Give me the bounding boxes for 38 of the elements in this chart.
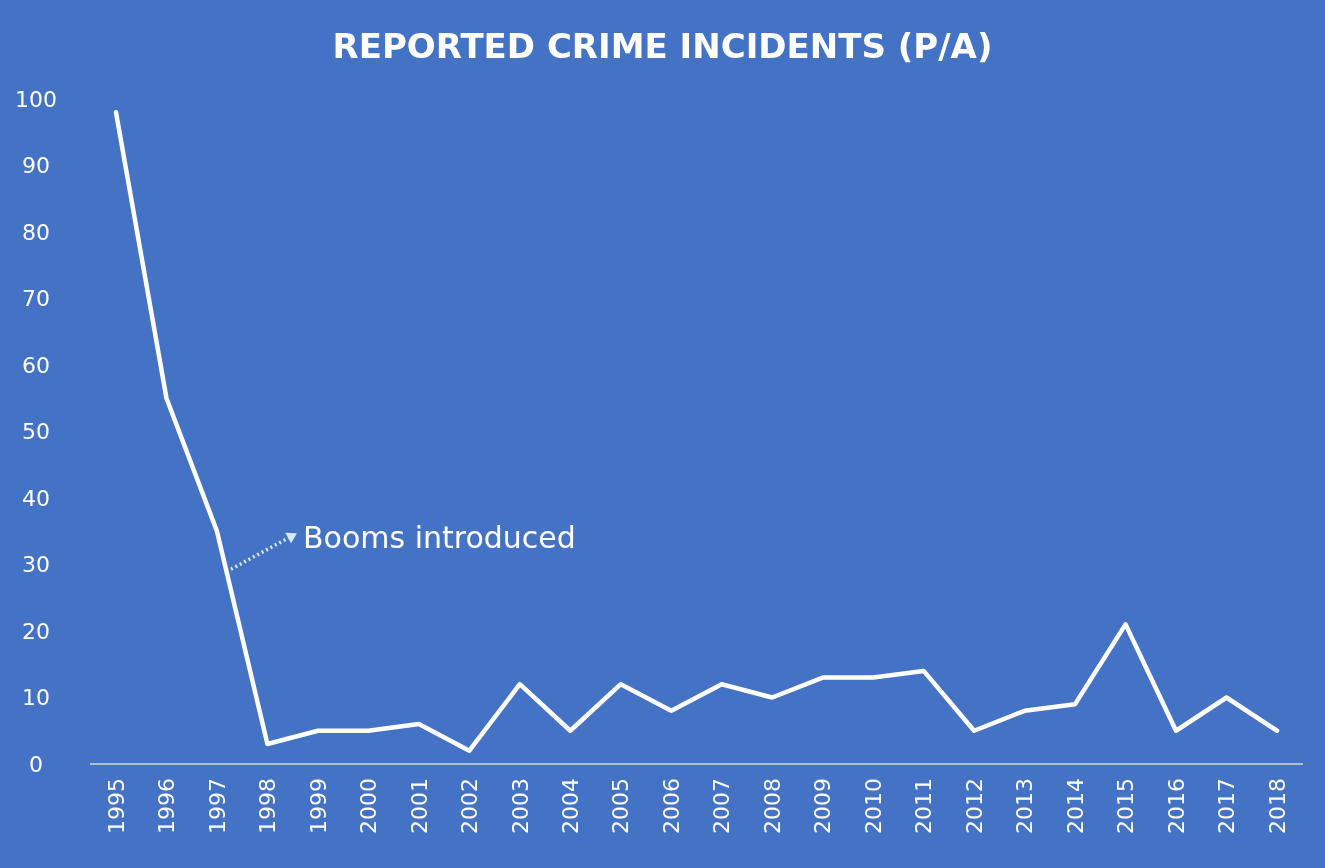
x-tick-label: 1999 [305, 778, 331, 834]
x-tick-label: 2010 [860, 778, 886, 834]
y-tick-label: 50 [22, 419, 50, 445]
x-tick-label: 2001 [406, 778, 432, 834]
x-tick-label: 2005 [608, 778, 634, 834]
x-tick-label: 2013 [1012, 778, 1038, 834]
x-tick-label: 1995 [103, 778, 129, 834]
x-tick-label: 1998 [255, 778, 281, 834]
x-tick-label: 2016 [1163, 778, 1189, 834]
y-tick-label: 90 [22, 153, 50, 179]
x-tick-label: 2004 [558, 778, 583, 834]
chart-title: REPORTED CRIME INCIDENTS (P/A) [332, 26, 993, 66]
x-tick-label: 2009 [810, 778, 836, 834]
y-tick-label: 70 [22, 286, 50, 312]
x-tick-label: 2008 [759, 778, 785, 834]
x-tick-label: 2011 [911, 778, 937, 834]
x-tick-label: 2007 [709, 778, 735, 834]
x-tick-label: 2014 [1062, 778, 1088, 834]
y-tick-label: 20 [22, 618, 50, 644]
x-tick-label: 2003 [507, 778, 533, 834]
x-tick-label: 2012 [961, 778, 987, 834]
y-tick-label: 30 [22, 552, 50, 578]
x-tick-label: 2017 [1214, 778, 1240, 834]
y-tick-label: 40 [22, 485, 50, 511]
x-tick-label: 2000 [356, 778, 382, 834]
x-tick-label: 2006 [658, 778, 684, 834]
annotation: Booms introduced [302, 519, 576, 555]
y-tick-label: 10 [22, 685, 50, 711]
y-tick-label: 0 [29, 751, 43, 777]
y-tick-label: 80 [22, 219, 50, 245]
x-tick-label: 2018 [1264, 778, 1290, 834]
x-tick-label: 1997 [204, 778, 230, 834]
y-tick-label: 100 [15, 86, 57, 112]
x-tick-label: 1996 [154, 778, 180, 834]
x-tick-label: 2015 [1113, 778, 1139, 834]
line-series [113, 110, 1280, 753]
y-tick-label: 60 [22, 352, 50, 378]
x-tick-label: 2002 [457, 778, 483, 834]
